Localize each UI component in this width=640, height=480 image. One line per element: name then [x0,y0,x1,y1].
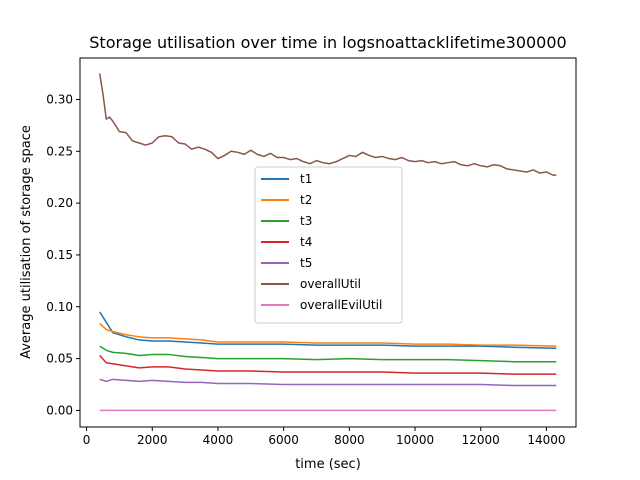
chart-title: Storage utilisation over time in logsnoa… [89,33,566,52]
legend-entry-t1: t1 [300,172,312,186]
series-line-t3 [99,345,557,363]
x-axis-label: time (sec) [295,457,361,472]
y-tick-label: 0.10 [46,300,73,314]
y-axis-label: Average utilisation of storage space [19,125,34,359]
series-line-overallUtil [98,73,557,176]
y-tick-label: 0.05 [46,352,73,366]
series-line-t5 [99,378,557,387]
legend-entry-t5: t5 [300,256,312,270]
x-tick-label: 2000 [137,433,168,447]
series-line-t2 [99,322,557,347]
legend-entry-overallUtil: overallUtil [300,277,361,291]
x-tick-label: 0 [83,433,91,447]
legend-entry-t2: t2 [300,193,312,207]
y-axis: 0.00 0.05 0.10 0.15 0.20 0.25 0.30 [46,92,80,417]
x-tick-label: 12000 [462,433,500,447]
x-tick-label: 4000 [203,433,234,447]
plot-lines [98,73,557,412]
legend-entry-overallEvilUtil: overallEvilUtil [300,298,382,312]
legend-entry-t3: t3 [300,214,312,228]
x-tick-label: 14000 [527,433,565,447]
series-line-t1 [99,311,557,349]
legend: t1 t2 t3 t4 t5 overallUtil overallEvilUtil [254,166,403,324]
legend-entry-t4: t4 [300,235,312,249]
x-tick-label: 6000 [268,433,299,447]
y-tick-label: 0.25 [46,144,73,158]
y-tick-label: 0.30 [46,92,73,106]
plot-frame [79,57,577,428]
y-tick-label: 0.00 [46,403,73,417]
x-tick-label: 10000 [396,433,434,447]
x-tick-label: 8000 [334,433,365,447]
legend-box [254,166,403,324]
y-tick-label: 0.15 [46,248,73,262]
series-line-t4 [99,354,557,375]
y-tick-label: 0.20 [46,196,73,210]
x-axis: 0 2000 4000 6000 8000 10000 12000 14000 [83,427,566,447]
